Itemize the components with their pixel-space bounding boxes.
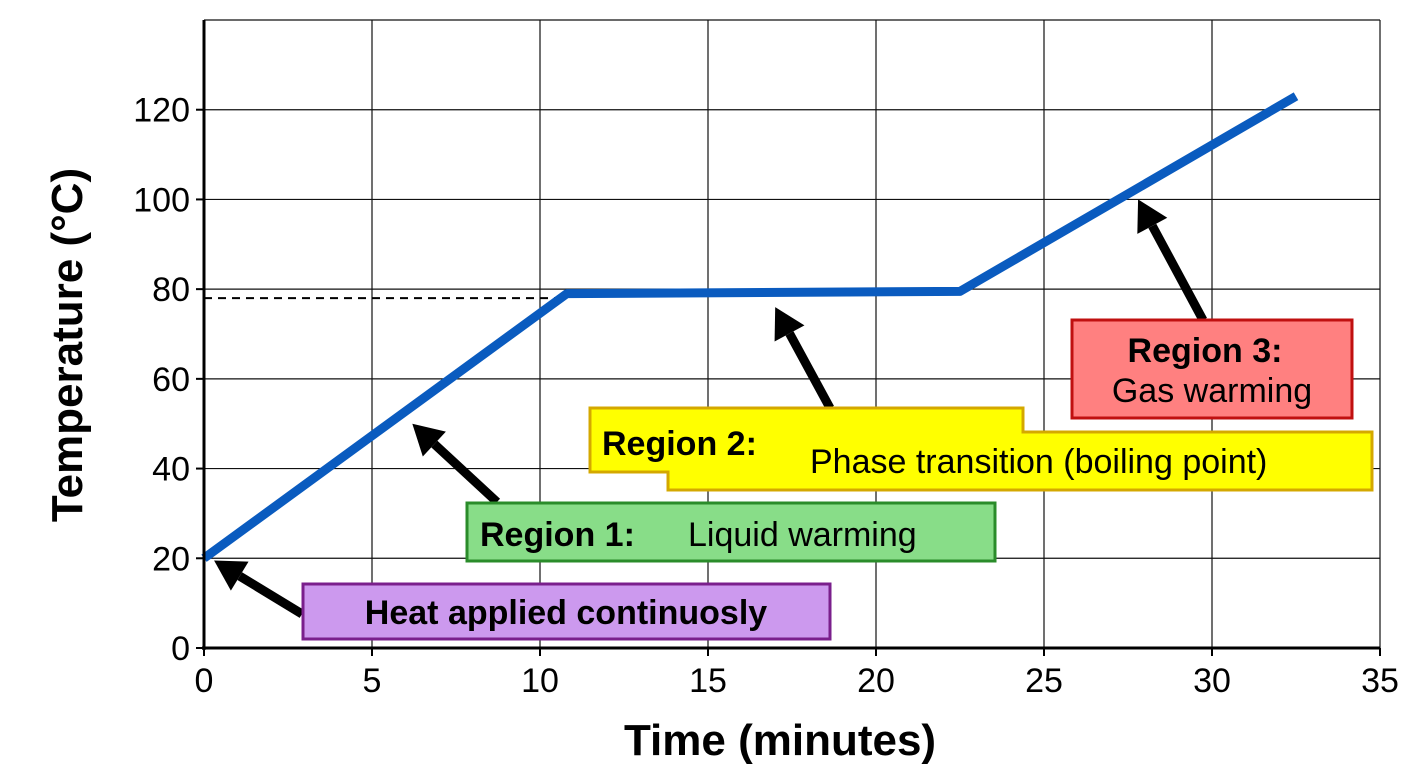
region2-arrow-head (774, 307, 805, 342)
region3-annotation-text: Gas warming (1112, 372, 1312, 410)
x-tick-label: 10 (521, 662, 559, 700)
y-tick-label: 0 (171, 630, 190, 668)
x-tick-label: 35 (1361, 662, 1399, 700)
y-tick-label: 60 (152, 361, 190, 399)
y-axis-title: Temperature (°C) (43, 168, 92, 522)
x-tick-label: 0 (195, 662, 214, 700)
x-tick-label: 20 (857, 662, 895, 700)
x-tick-label: 30 (1193, 662, 1231, 700)
y-tick-label: 120 (133, 92, 190, 130)
region1-arrow-head (412, 423, 446, 457)
x-tick-label: 5 (363, 662, 382, 700)
axes (196, 20, 1381, 656)
heat-annotation-label: Heat applied continuosly (365, 594, 767, 632)
annotations: Heat applied continuosly Region 1: Liquid … (214, 199, 1374, 641)
region1-annotation-box (465, 501, 997, 563)
y-tick-label: 20 (152, 540, 190, 578)
region3-annotation-label: Region 3: (1128, 332, 1283, 370)
region2-annotation-label: Region 2: (602, 425, 757, 463)
region2-annotation-text: Phase transition (boiling point) (810, 443, 1267, 481)
series-line (201, 92, 1299, 562)
x-axis-title: Time (minutes) (624, 716, 936, 765)
y-tick-label: 100 (133, 181, 190, 219)
tick-labels: 0 5 10 15 20 25 30 35 0 20 40 60 80 100 120 (133, 92, 1399, 700)
region3-arrow-head (1137, 199, 1168, 234)
heat-arrow-head (214, 560, 249, 591)
region2-arrow-shaft (785, 331, 834, 411)
region1-arrow-shaft (431, 440, 501, 506)
y-tick-label: 40 (152, 451, 190, 489)
region3-arrow-shaft (1148, 223, 1207, 323)
region1-annotation-label: Region 1: (480, 516, 635, 554)
region3-annotation-box (1070, 318, 1354, 420)
x-tick-label: 25 (1025, 662, 1063, 700)
x-tick-label: 15 (689, 662, 727, 700)
region1-annotation-text: Liquid warming (688, 516, 917, 554)
heat-annotation-box (301, 582, 832, 641)
y-tick-label: 80 (152, 271, 190, 309)
heat-arrow-shaft (237, 572, 305, 618)
region2-annotation-box (588, 406, 1374, 492)
